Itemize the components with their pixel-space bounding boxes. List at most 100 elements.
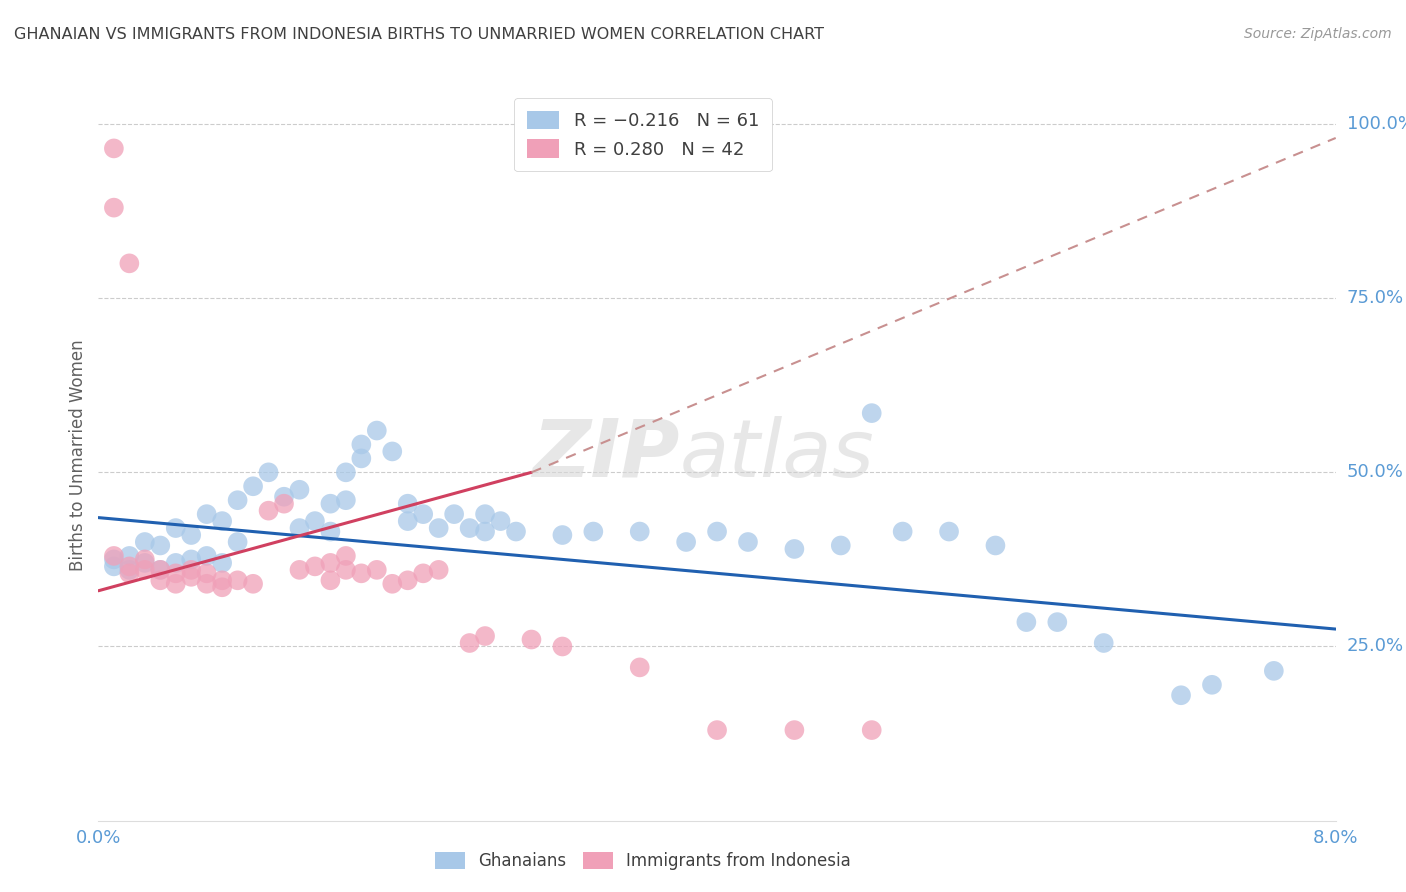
Point: [319, 497, 342, 511]
Point: [103, 141, 125, 155]
Point: [103, 549, 125, 563]
Point: [520, 632, 543, 647]
Point: [443, 507, 465, 521]
Point: [103, 559, 125, 574]
Point: [134, 563, 156, 577]
Point: [474, 524, 496, 539]
Point: [118, 566, 141, 581]
Point: [134, 552, 156, 566]
Point: [984, 539, 1007, 553]
Legend: Ghanaians, Immigrants from Indonesia: Ghanaians, Immigrants from Indonesia: [426, 843, 859, 878]
Point: [180, 563, 202, 577]
Point: [335, 466, 357, 480]
Point: [257, 503, 280, 517]
Point: [396, 514, 419, 528]
Point: [489, 514, 512, 528]
Point: [118, 549, 141, 563]
Point: [211, 574, 233, 588]
Point: [211, 580, 233, 594]
Point: [319, 556, 342, 570]
Point: [103, 552, 125, 566]
Point: [1046, 615, 1069, 629]
Point: [458, 521, 481, 535]
Text: GHANAIAN VS IMMIGRANTS FROM INDONESIA BIRTHS TO UNMARRIED WOMEN CORRELATION CHAR: GHANAIAN VS IMMIGRANTS FROM INDONESIA BI…: [14, 27, 824, 42]
Point: [1015, 615, 1038, 629]
Text: 50.0%: 50.0%: [1347, 463, 1403, 482]
Point: [350, 451, 373, 466]
Point: [134, 556, 156, 570]
Point: [257, 466, 280, 480]
Point: [551, 640, 574, 654]
Point: [195, 507, 218, 521]
Point: [783, 723, 806, 737]
Point: [211, 514, 233, 528]
Point: [1092, 636, 1115, 650]
Point: [226, 493, 249, 508]
Point: [1170, 688, 1192, 702]
Point: [134, 535, 156, 549]
Point: [288, 521, 311, 535]
Point: [783, 541, 806, 556]
Point: [474, 629, 496, 643]
Y-axis label: Births to Unmarried Women: Births to Unmarried Women: [69, 339, 87, 571]
Point: [505, 524, 527, 539]
Point: [304, 514, 326, 528]
Point: [366, 563, 388, 577]
Point: [165, 566, 187, 581]
Point: [1263, 664, 1285, 678]
Point: [118, 256, 141, 270]
Point: [149, 563, 172, 577]
Point: [180, 570, 202, 584]
Text: atlas: atlas: [681, 416, 875, 494]
Point: [458, 636, 481, 650]
Point: [582, 524, 605, 539]
Point: [195, 549, 218, 563]
Point: [242, 576, 264, 591]
Point: [211, 556, 233, 570]
Point: [830, 539, 852, 553]
Point: [412, 566, 434, 581]
Point: [118, 559, 141, 574]
Point: [1201, 678, 1223, 692]
Point: [165, 576, 187, 591]
Point: [180, 528, 202, 542]
Point: [273, 490, 295, 504]
Point: [335, 549, 357, 563]
Point: [706, 524, 728, 539]
Point: [288, 483, 311, 497]
Point: [628, 660, 651, 674]
Point: [118, 563, 141, 577]
Point: [350, 437, 373, 451]
Point: [304, 559, 326, 574]
Point: [891, 524, 914, 539]
Point: [319, 574, 342, 588]
Point: [242, 479, 264, 493]
Point: [180, 552, 202, 566]
Point: [149, 563, 172, 577]
Text: 25.0%: 25.0%: [1347, 638, 1405, 656]
Point: [103, 201, 125, 215]
Text: ZIP: ZIP: [533, 416, 681, 494]
Point: [381, 576, 404, 591]
Point: [412, 507, 434, 521]
Point: [860, 723, 883, 737]
Text: 75.0%: 75.0%: [1347, 289, 1405, 307]
Point: [288, 563, 311, 577]
Point: [706, 723, 728, 737]
Point: [427, 521, 450, 535]
Point: [427, 563, 450, 577]
Point: [860, 406, 883, 420]
Point: [195, 566, 218, 581]
Point: [149, 574, 172, 588]
Point: [474, 507, 496, 521]
Point: [366, 424, 388, 438]
Point: [165, 556, 187, 570]
Point: [396, 574, 419, 588]
Point: [628, 524, 651, 539]
Point: [149, 539, 172, 553]
Point: [551, 528, 574, 542]
Point: [319, 524, 342, 539]
Point: [350, 566, 373, 581]
Point: [396, 497, 419, 511]
Point: [335, 563, 357, 577]
